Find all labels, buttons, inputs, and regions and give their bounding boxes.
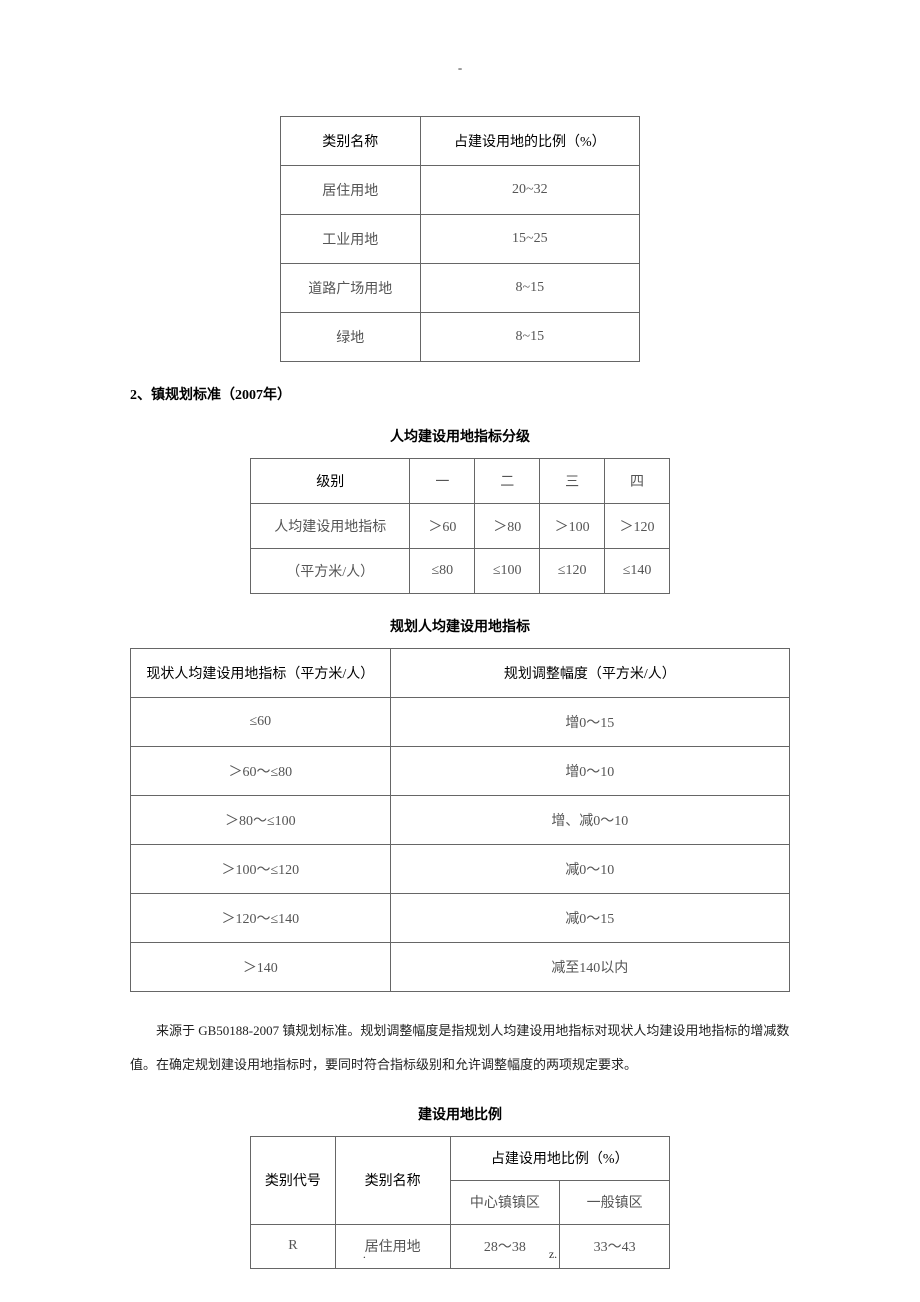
- table-row: 居住用地 20~32: [281, 166, 640, 215]
- table2-cell: ≤100: [475, 549, 540, 594]
- table2-cell: ≤120: [540, 549, 605, 594]
- table2-cell: ≤140: [605, 549, 670, 594]
- per-capita-level-table: 级别 一 二 三 四 人均建设用地指标 ＞60 ＞80 ＞100 ＞120 （平…: [250, 458, 670, 594]
- table3-cell: ≤60: [131, 698, 391, 747]
- table2-row2-label: （平方米/人）: [251, 549, 410, 594]
- table4-subheader-general: 一般镇区: [560, 1180, 670, 1224]
- table4-title: 建设用地比例: [130, 1104, 790, 1124]
- table3-cell: 增、减0～10: [390, 796, 789, 845]
- table3-cell: 减0～10: [390, 845, 789, 894]
- footer-left: .: [363, 1247, 366, 1262]
- footer-right: z.: [549, 1247, 557, 1262]
- table1-cell: 20~32: [420, 166, 639, 215]
- table3-header-current: 现状人均建设用地指标（平方米/人）: [131, 649, 391, 698]
- planning-index-table: 现状人均建设用地指标（平方米/人） 规划调整幅度（平方米/人） ≤60 增0～1…: [130, 648, 790, 992]
- table3-header-adjust: 规划调整幅度（平方米/人）: [390, 649, 789, 698]
- table-row: 道路广场用地 8~15: [281, 264, 640, 313]
- table2-level: 三: [540, 459, 605, 504]
- table-row: ＞120～≤140 减0～15: [131, 894, 790, 943]
- table2-cell: ≤80: [410, 549, 475, 594]
- table3-cell: ＞100～≤120: [131, 845, 391, 894]
- table-row: ＞140 减至140以内: [131, 943, 790, 992]
- table1-cell: 8~15: [420, 264, 639, 313]
- table4-header-group: 占建设用地比例（%）: [450, 1136, 669, 1180]
- table-row: ＞60～≤80 增0～10: [131, 747, 790, 796]
- table3-cell: 增0～15: [390, 698, 789, 747]
- table3-cell: ＞60～≤80: [131, 747, 391, 796]
- table2-head-label: 级别: [251, 459, 410, 504]
- table1-header-category: 类别名称: [281, 117, 421, 166]
- table3-cell: 增0～10: [390, 747, 789, 796]
- table1-cell: 8~15: [420, 313, 639, 362]
- table-row: 绿地 8~15: [281, 313, 640, 362]
- table3-cell: ＞140: [131, 943, 391, 992]
- table3-cell: ＞120～≤140: [131, 894, 391, 943]
- table-row: 工业用地 15~25: [281, 215, 640, 264]
- table2-level: 四: [605, 459, 670, 504]
- table3-title: 规划人均建设用地指标: [130, 616, 790, 636]
- table-row: ＞100～≤120 减0～10: [131, 845, 790, 894]
- table1-cell: 居住用地: [281, 166, 421, 215]
- table2-cell: ＞100: [540, 504, 605, 549]
- table-row: ≤60 增0～15: [131, 698, 790, 747]
- table2-level: 一: [410, 459, 475, 504]
- table4-header-code: 类别代号: [251, 1136, 336, 1224]
- table1-cell: 工业用地: [281, 215, 421, 264]
- table2-title: 人均建设用地指标分级: [130, 426, 790, 446]
- land-ratio-table: 类别名称 占建设用地的比例（%） 居住用地 20~32 工业用地 15~25 道…: [280, 116, 640, 362]
- table1-header-ratio: 占建设用地的比例（%）: [420, 117, 639, 166]
- table1-cell: 绿地: [281, 313, 421, 362]
- section-heading: 2、镇规划标准（2007年）: [130, 384, 790, 404]
- table4-header-name: 类别名称: [335, 1136, 450, 1224]
- table2-row1-label: 人均建设用地指标: [251, 504, 410, 549]
- table2-cell: ＞120: [605, 504, 670, 549]
- table1-cell: 道路广场用地: [281, 264, 421, 313]
- table3-cell: ＞80～≤100: [131, 796, 391, 845]
- note-text: 来源于 GB50188-2007 镇规划标准。规划调整幅度是指规划人均建设用地指…: [130, 1014, 790, 1082]
- table-row: 人均建设用地指标 ＞60 ＞80 ＞100 ＞120: [251, 504, 670, 549]
- page-top-mark: -: [130, 60, 790, 76]
- table2-cell: ＞60: [410, 504, 475, 549]
- table3-cell: 减至140以内: [390, 943, 789, 992]
- table4-subheader-center: 中心镇镇区: [450, 1180, 560, 1224]
- table1-cell: 15~25: [420, 215, 639, 264]
- table2-level: 二: [475, 459, 540, 504]
- page-footer: . z.: [0, 1247, 920, 1262]
- table2-cell: ＞80: [475, 504, 540, 549]
- table-row: （平方米/人） ≤80 ≤100 ≤120 ≤140: [251, 549, 670, 594]
- table3-cell: 减0～15: [390, 894, 789, 943]
- table-row: ＞80～≤100 增、减0～10: [131, 796, 790, 845]
